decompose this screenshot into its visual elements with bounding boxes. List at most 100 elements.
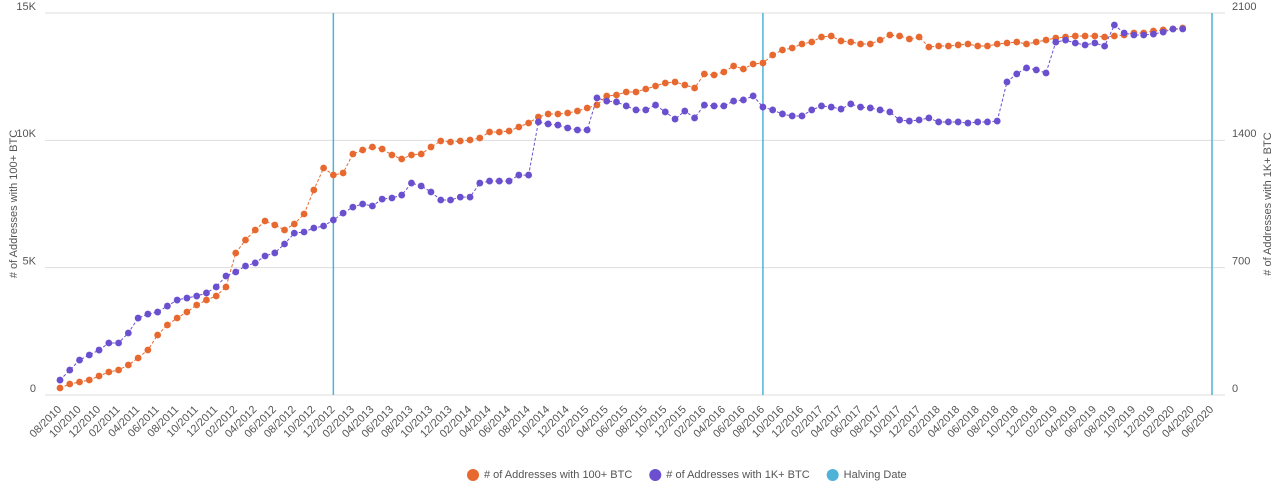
data-point — [1101, 42, 1109, 50]
data-point — [622, 102, 630, 110]
data-point — [466, 136, 474, 144]
data-point — [124, 361, 132, 369]
data-point — [495, 177, 503, 185]
data-point — [954, 41, 962, 49]
data-point — [993, 40, 1001, 48]
data-point — [124, 329, 132, 337]
data-point — [183, 294, 191, 302]
data-point — [866, 40, 874, 48]
data-point — [534, 113, 542, 121]
data-point — [905, 35, 913, 43]
data-point — [730, 62, 738, 70]
data-point — [984, 42, 991, 50]
data-point — [281, 226, 288, 234]
data-point — [447, 196, 454, 204]
data-point — [173, 314, 181, 322]
data-point — [76, 356, 83, 364]
data-point — [681, 81, 689, 89]
data-point — [271, 221, 279, 229]
data-point — [1013, 38, 1021, 46]
data-point — [290, 229, 298, 237]
data-point — [652, 82, 659, 90]
data-point — [515, 171, 523, 179]
data-point — [974, 42, 982, 50]
data-point — [818, 33, 825, 41]
data-point — [905, 117, 913, 125]
data-point — [1081, 41, 1089, 49]
data-point — [603, 97, 611, 105]
data-point — [710, 102, 718, 110]
data-point — [964, 119, 972, 127]
series-line — [59, 27, 1183, 389]
data-point — [447, 138, 454, 146]
data-point — [876, 36, 884, 44]
data-point — [691, 114, 698, 122]
data-point — [583, 104, 591, 112]
data-point — [85, 376, 93, 384]
data-point — [574, 126, 581, 134]
data-point — [710, 71, 718, 79]
data-point — [349, 203, 357, 211]
data-point — [300, 210, 308, 218]
data-point — [242, 262, 249, 270]
data-point — [173, 296, 181, 304]
data-point — [534, 118, 542, 126]
data-point — [427, 143, 435, 151]
data-point — [232, 268, 240, 276]
data-point — [720, 102, 728, 110]
data-point — [1101, 33, 1109, 41]
data-point — [954, 118, 962, 126]
data-point — [671, 115, 679, 123]
data-point — [154, 308, 162, 316]
data-point — [369, 202, 376, 210]
data-point — [359, 200, 367, 208]
data-point — [1003, 39, 1011, 47]
data-point — [144, 346, 152, 354]
data-point — [251, 259, 259, 267]
data-point — [1052, 38, 1060, 46]
data-point — [222, 272, 230, 280]
data-point — [437, 137, 445, 145]
data-point — [1169, 25, 1177, 33]
data-point — [437, 196, 445, 204]
data-point — [329, 171, 337, 179]
y-tick-label: 10K — [16, 128, 36, 140]
data-point — [896, 116, 903, 124]
data-point — [212, 283, 220, 291]
data-point — [622, 88, 630, 96]
data-point — [388, 194, 396, 202]
data-point — [574, 107, 581, 115]
data-point — [339, 209, 347, 217]
data-point — [886, 31, 894, 39]
data-point — [359, 146, 367, 154]
data-point — [1120, 29, 1128, 37]
data-point — [369, 143, 376, 151]
data-point — [749, 60, 757, 68]
data-point — [1071, 39, 1079, 47]
data-point — [1159, 28, 1167, 36]
data-point — [935, 118, 943, 126]
data-point — [144, 310, 152, 318]
data-point — [163, 321, 171, 329]
data-point — [1150, 30, 1157, 38]
data-point — [427, 188, 435, 196]
data-point — [1032, 38, 1040, 46]
data-point — [1042, 36, 1050, 44]
data-point — [408, 151, 415, 159]
data-point — [476, 134, 484, 142]
data-point — [896, 32, 903, 40]
data-point — [827, 32, 835, 40]
data-point — [700, 101, 708, 109]
data-point — [808, 38, 816, 46]
data-point — [203, 289, 210, 297]
data-point — [505, 127, 513, 135]
data-point — [779, 110, 786, 118]
data-point — [1130, 31, 1138, 39]
data-point — [66, 380, 74, 388]
data-point — [115, 366, 122, 374]
data-point — [759, 59, 767, 67]
y2-tick-label: 1400 — [1232, 128, 1256, 140]
data-point — [154, 331, 162, 339]
data-point — [1062, 36, 1069, 44]
